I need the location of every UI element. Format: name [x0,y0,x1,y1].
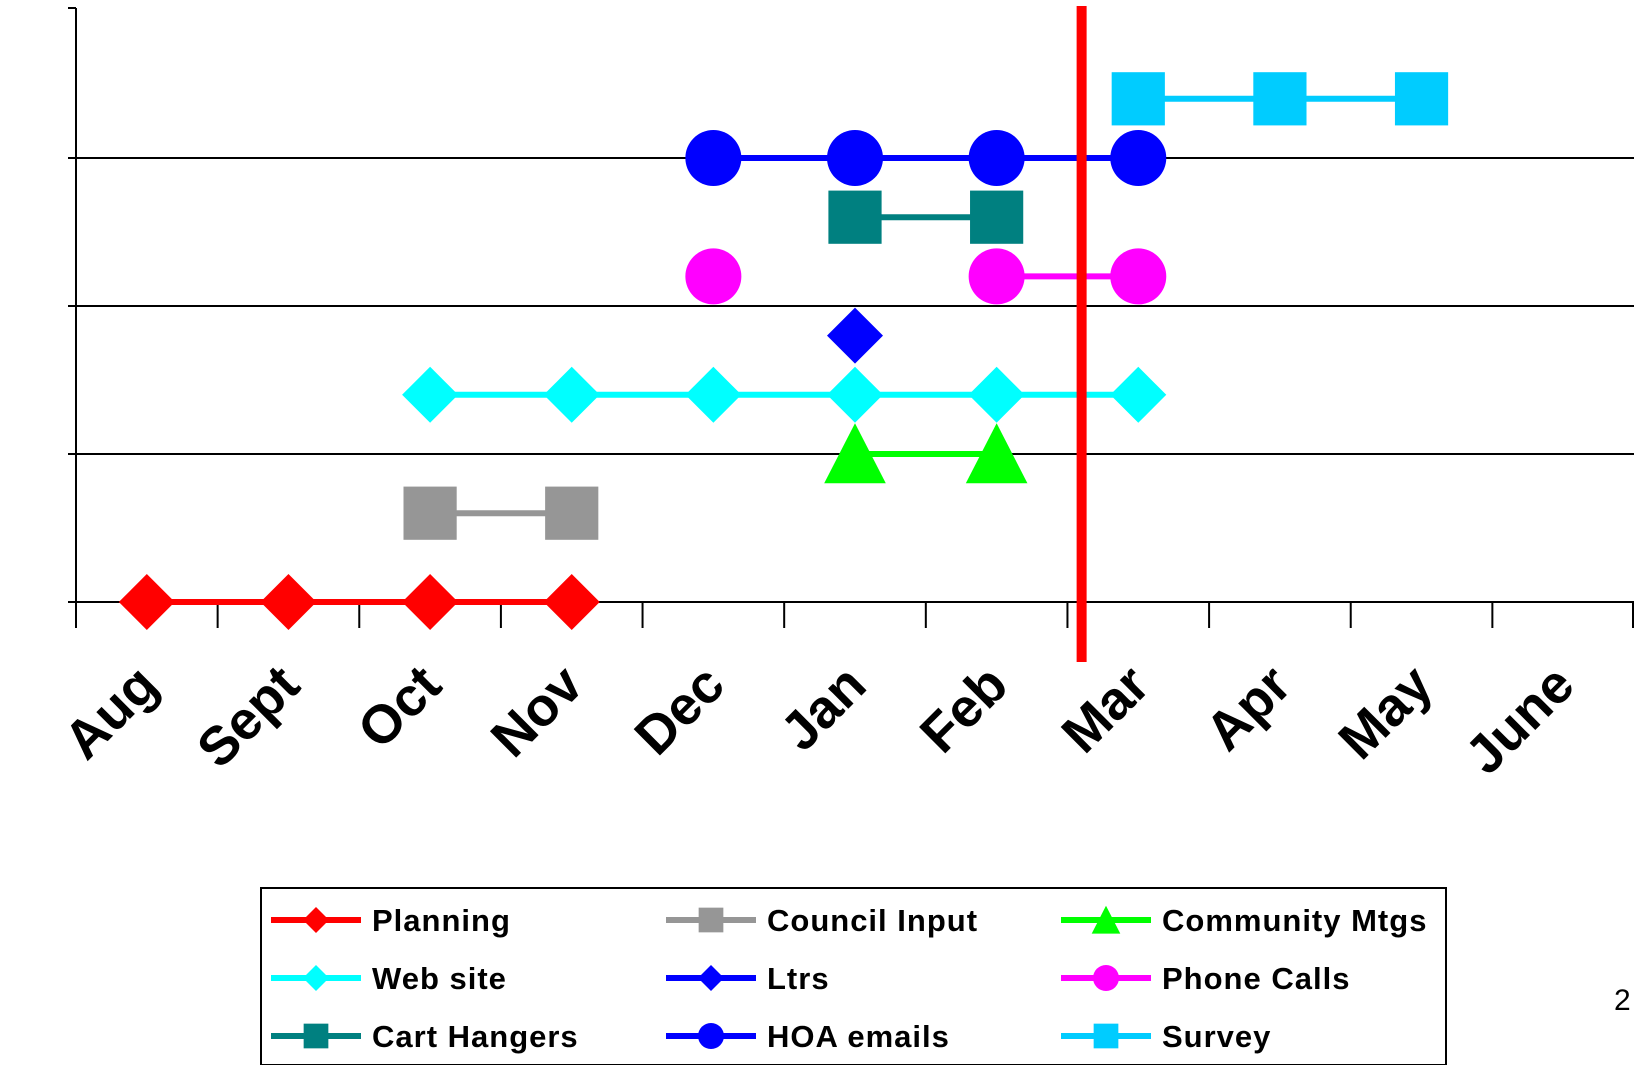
data-point [1394,72,1449,126]
x-tick-label: Sept [186,654,311,779]
legend-marker [698,1023,724,1049]
data-point [685,248,742,305]
legend-item: Planning [271,903,511,938]
legend-marker [1093,1023,1119,1049]
series-survey [1111,72,1449,126]
legend-box [260,887,1447,1065]
legend-item: Cart Hangers [271,1019,579,1054]
data-point [968,366,1025,423]
x-tick-label: May [1327,654,1444,771]
legend-label: Planning [372,903,511,938]
legend-item: Community Mtgs [1061,903,1427,938]
data-point [118,574,175,630]
legend-label: Web site [372,961,507,996]
data-point [827,366,883,423]
series-planning [118,574,600,630]
series-council-input [403,486,599,540]
data-point [828,190,882,244]
series-ltrs [827,307,883,364]
data-point [827,130,883,186]
data-point [403,486,457,540]
legend-label: Community Mtgs [1162,903,1427,938]
data-point [827,307,883,364]
x-tick-label: Apr [1194,654,1302,762]
data-point [1253,72,1307,126]
data-point [968,130,1025,186]
legend-label: Council Input [767,903,978,938]
legend-item: Survey [1061,1019,1271,1054]
x-tick-label: Mar [1050,654,1160,764]
x-tick-label: Aug [53,654,170,771]
legend-marker [1093,965,1119,991]
data-point [1111,72,1165,126]
data-point [968,248,1025,305]
x-tick-label: June [1454,654,1586,786]
legend-marker [303,965,329,991]
page-number: 2 [1614,984,1631,1017]
x-axis-labels: Aug Sept Oct Nov Dec Jan Feb Mar Apr May June [53,654,1586,786]
data-point [402,574,459,630]
legend-item: Council Input [666,903,978,938]
series-web-site [402,366,1167,423]
legend-marker [1091,905,1121,934]
legend-marker [303,907,329,933]
legend-marker [303,1023,329,1049]
legend-item: HOA emails [666,1019,950,1054]
data-point [1110,366,1167,423]
data-point [543,574,600,630]
x-tick-label: Dec [623,654,735,766]
x-tick-label: Oct [346,654,452,760]
data-point [543,366,600,423]
legend-item: Ltrs [666,961,830,996]
legend-item: Web site [271,961,507,996]
legend-label: Phone Calls [1162,961,1350,996]
legend: Planning Council Input Community Mtgs Web s… [260,887,1447,1065]
legend-label: Survey [1162,1019,1271,1054]
data-point [965,423,1028,484]
series-cart-hangers [828,190,1024,244]
data-point [1110,130,1167,186]
data-point [824,423,886,484]
series-hoa-emails [685,130,1167,186]
x-tick-label: Jan [769,654,877,762]
data-point [545,486,599,540]
data-point [970,190,1024,244]
data-point [1110,248,1167,305]
legend-label: Cart Hangers [372,1019,579,1054]
data-point [685,130,742,186]
x-tick-label: Feb [909,654,1019,764]
series-phone-calls [685,248,1167,305]
legend-marker [698,907,724,933]
legend-item: Phone Calls [1061,961,1350,996]
data-point [402,366,459,423]
series-group [118,72,1449,630]
legend-label: Ltrs [767,961,830,996]
legend-marker [698,965,724,991]
data-point [685,366,742,423]
x-tick-label: Nov [480,654,595,769]
series-community-mtgs [824,423,1028,484]
data-point [260,574,317,630]
legend-label: HOA emails [767,1019,950,1054]
